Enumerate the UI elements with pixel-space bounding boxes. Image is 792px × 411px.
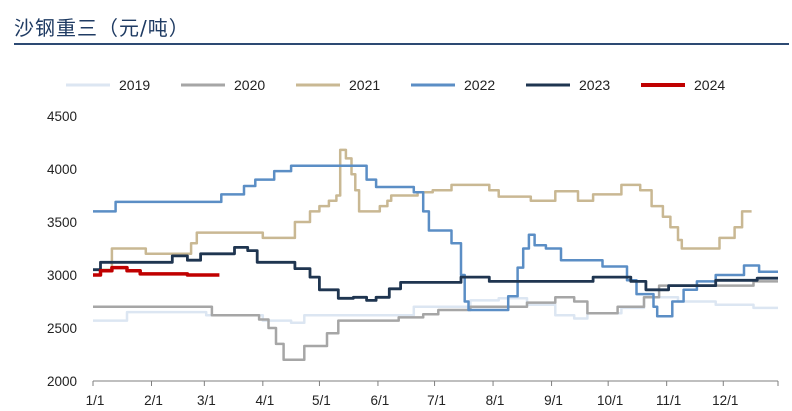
series-line-2020 (93, 280, 778, 362)
y-tick-label: 2500 (47, 321, 77, 336)
legend-label: 2019 (119, 77, 150, 93)
legend-label: 2022 (464, 77, 495, 93)
legend-item-2022: 2022 (411, 77, 495, 93)
y-axis: 2000 2500 3000 3500 4000 4500 (47, 109, 77, 389)
x-tick-label: 11/1 (656, 393, 681, 408)
x-tick-label: 6/1 (371, 393, 390, 408)
y-tick-label: 2000 (47, 374, 77, 389)
series-line-2023 (93, 245, 778, 302)
legend-label: 2020 (234, 77, 265, 93)
x-tick-label: 2/1 (144, 393, 163, 408)
y-tick-label: 4000 (47, 162, 77, 177)
y-tick-label: 3000 (47, 268, 77, 283)
x-axis: 1/1 2/1 3/1 4/1 5/1 6/1 7/1 8/1 9/1 10/1 11/1 12/1 (86, 380, 779, 408)
y-tick-label: 4500 (47, 109, 77, 124)
series-line-2024 (93, 265, 220, 277)
x-tick-label: 8/1 (486, 393, 505, 408)
x-tick-label: 10/1 (597, 393, 623, 408)
legend-item-2024: 2024 (641, 77, 725, 93)
x-tick-label: 1/1 (86, 393, 105, 408)
title-divider (14, 43, 789, 45)
x-tick-label: 3/1 (197, 393, 216, 408)
legend-label: 2024 (694, 77, 725, 93)
x-tick-label: 7/1 (427, 393, 446, 408)
series-line-2021 (93, 148, 752, 271)
legend-item-2021: 2021 (296, 77, 380, 93)
x-tick-label: 12/1 (712, 393, 738, 408)
x-tick-label: 5/1 (312, 393, 331, 408)
legend-item-2019: 2019 (66, 77, 150, 93)
page-title: 沙钢重三（元/吨） (14, 16, 190, 40)
legend-label: 2023 (579, 77, 610, 93)
x-tick-label: 4/1 (255, 393, 274, 408)
series-lines (93, 148, 778, 362)
legend-label: 2021 (349, 77, 380, 93)
legend-item-2023: 2023 (526, 77, 610, 93)
y-tick-label: 3500 (47, 215, 77, 230)
x-tick-label: 9/1 (544, 393, 563, 408)
chart-legend: 2019 2020 2021 2022 2023 2024 (66, 77, 725, 93)
legend-item-2020: 2020 (181, 77, 265, 93)
